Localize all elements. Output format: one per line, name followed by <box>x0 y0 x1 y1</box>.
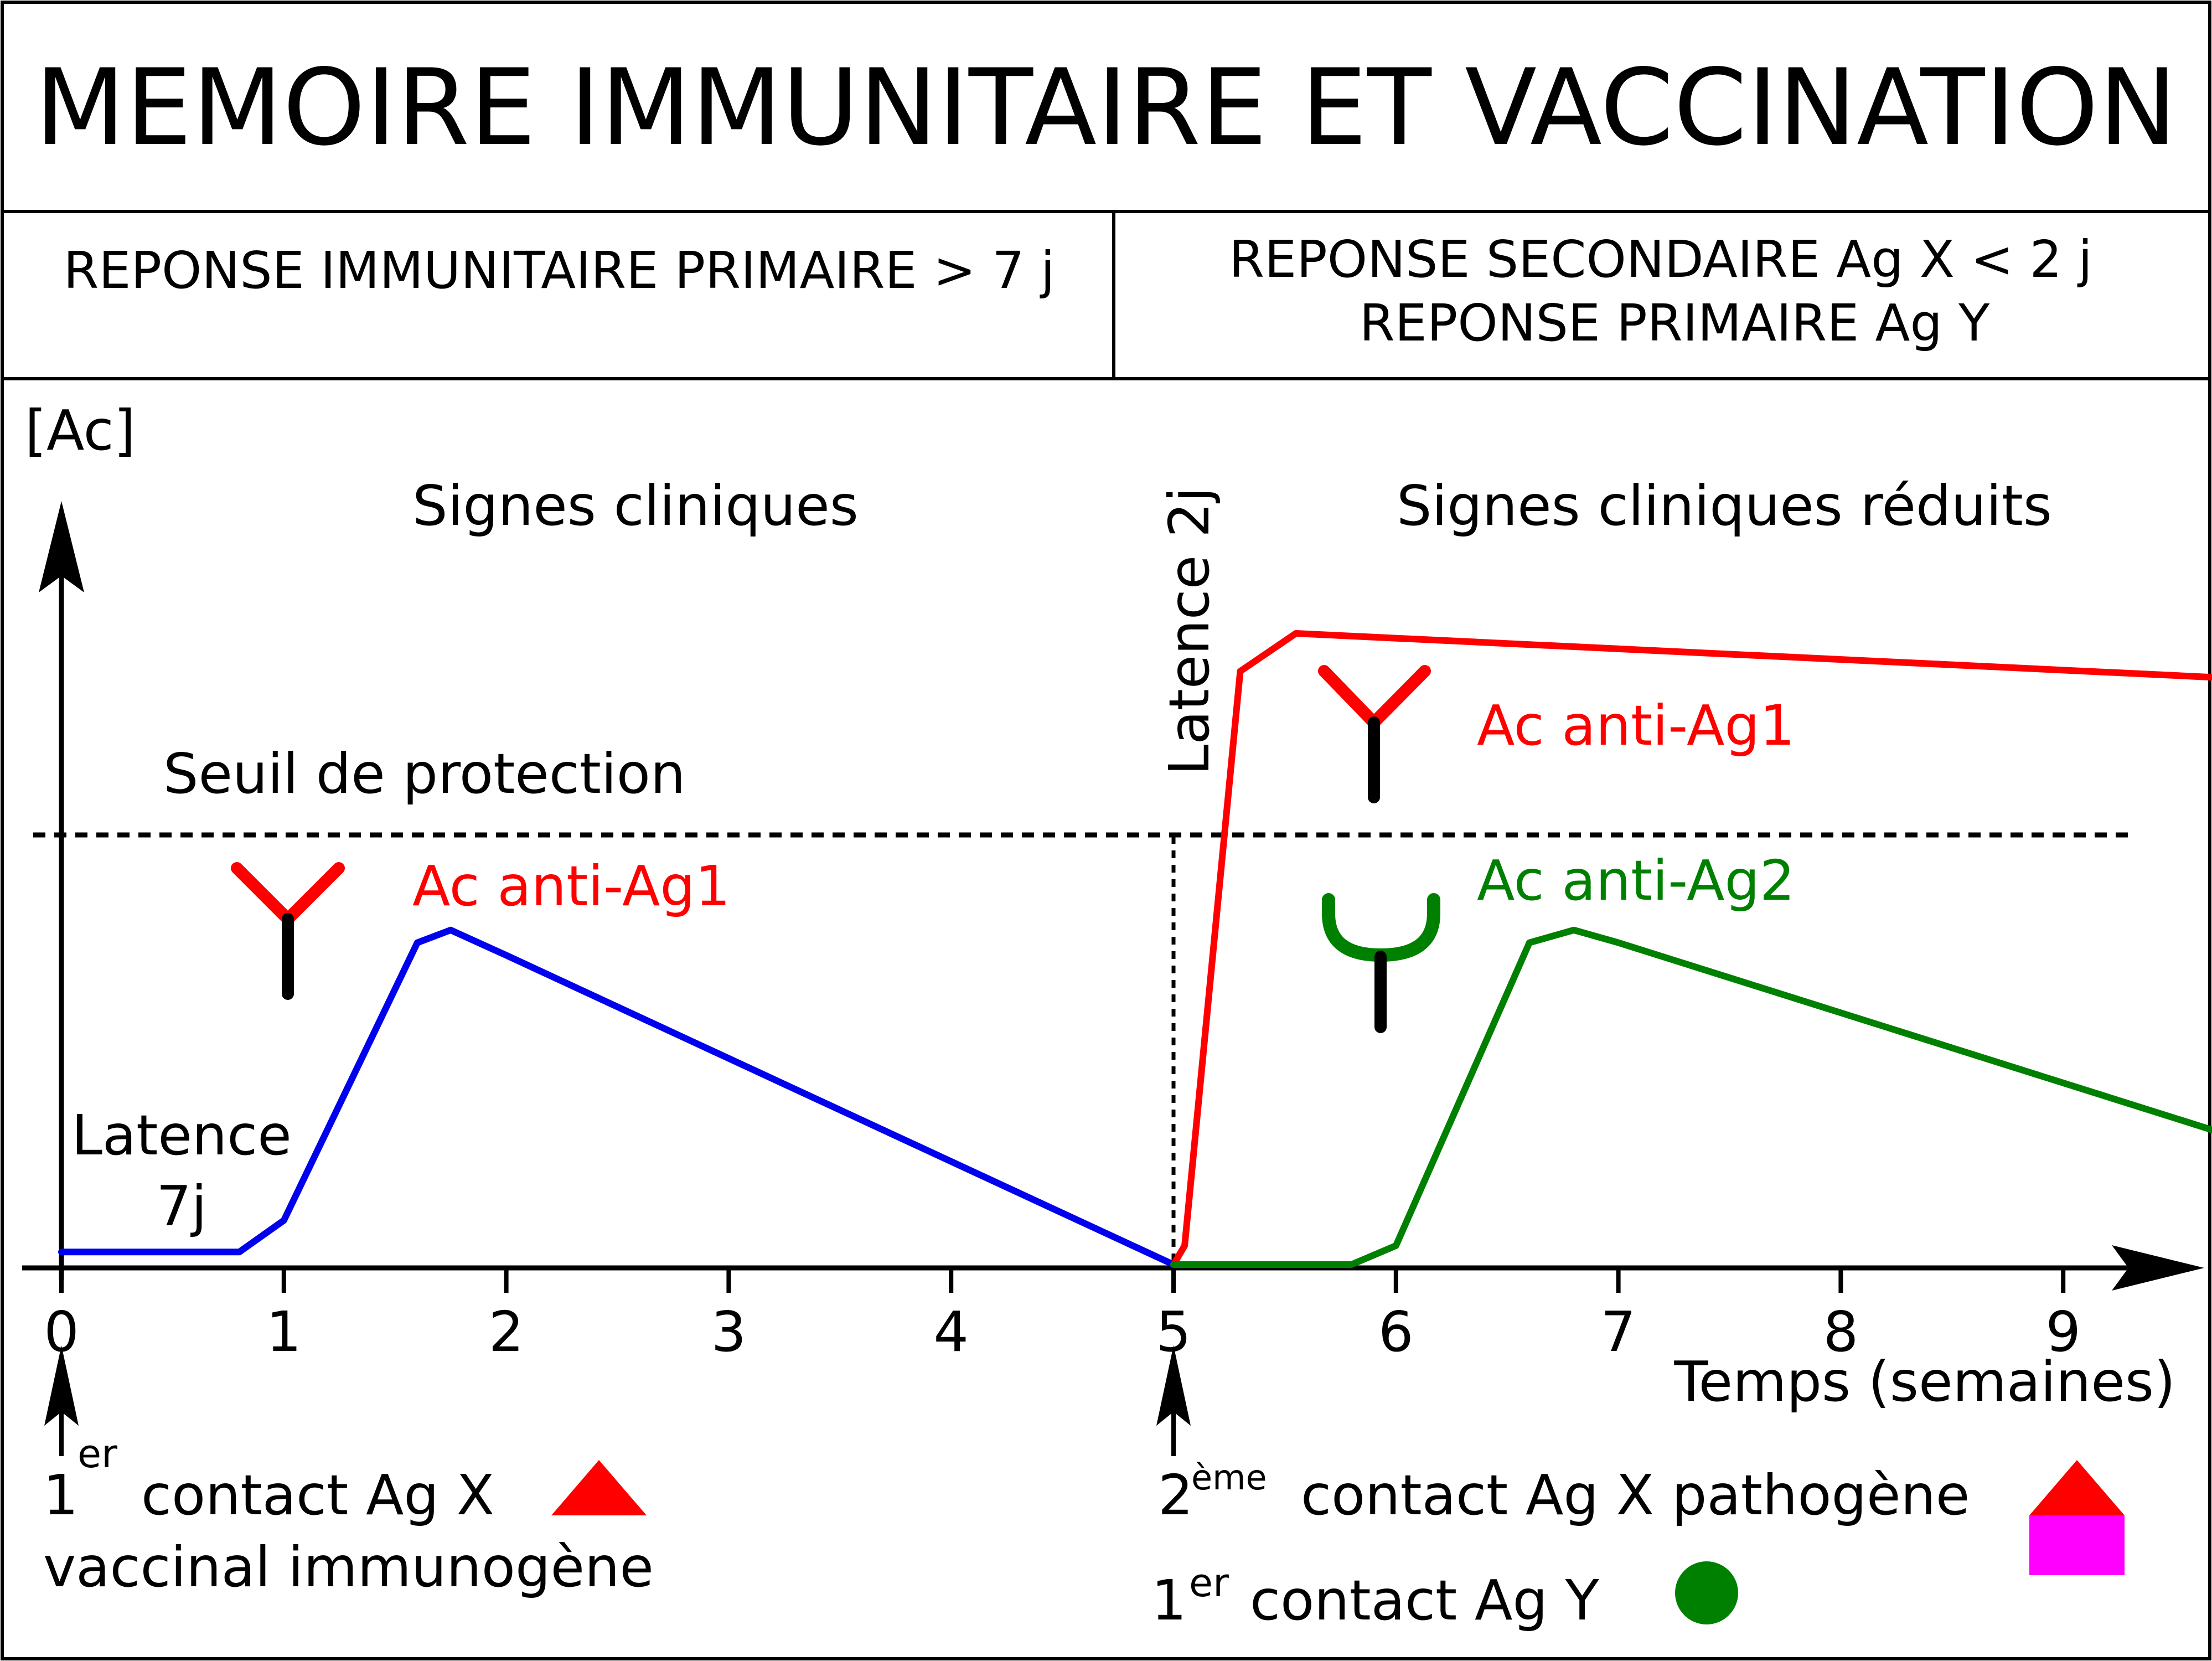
header-right-line1: REPONSE SECONDAIRE Ag X < 2 j <box>1229 230 2092 289</box>
x-tick-label: 1 <box>266 1299 302 1364</box>
first-contact-text: contact Ag X <box>141 1463 494 1528</box>
header-right-line2: REPONSE PRIMAIRE Ag Y <box>1360 293 1990 353</box>
x-axis-label: Temps (semaines) <box>1673 1349 2175 1414</box>
ac-anti-ag1-secondary-label: Ac anti-Ag1 <box>1477 693 1795 758</box>
first-contact-number: 1 <box>43 1463 79 1528</box>
curve-series-1 <box>58 926 1177 1268</box>
ac-anti-ag1-primary-label: Ac anti-Ag1 <box>412 854 730 919</box>
curve-series-3 <box>1170 926 2212 1268</box>
x-axis-arrowhead <box>2112 1245 2204 1291</box>
first-contact-arrowhead <box>44 1345 79 1426</box>
antibody-ag1-secondary-icon <box>1318 665 1431 803</box>
pathogen-ag-x-icon <box>2029 1460 2125 1575</box>
second-contact-arrowhead <box>1156 1345 1191 1426</box>
x-tick-label: 6 <box>1378 1299 1414 1364</box>
antibody-ag1-primary-icon <box>231 862 345 1000</box>
antibody-ag2-icon <box>1322 893 1440 1033</box>
first-contact-line2: vaccinal immunogène <box>43 1535 654 1600</box>
header-left-label: REPONSE IMMUNITAIRE PRIMAIRE > 7 j <box>63 241 1055 300</box>
y-axis-label: [Ac] <box>25 398 136 463</box>
page-title: MEMOIRE IMMUNITAIRE ET VACCINATION <box>35 47 2177 169</box>
x-tick-label: 2 <box>489 1299 524 1364</box>
second-contact-text: contact Ag X pathogène <box>1301 1463 1970 1528</box>
x-tick-label: 8 <box>1823 1299 1859 1364</box>
protection-threshold-label: Seuil de protection <box>163 741 685 806</box>
reduced-clinical-signs-label: Signes cliniques réduits <box>1397 473 2052 538</box>
third-contact-superscript: er <box>1189 1560 1229 1606</box>
first-contact-superscript: er <box>77 1431 117 1477</box>
second-contact-superscript: ème <box>1191 1457 1267 1498</box>
x-tick-label: 4 <box>933 1299 969 1364</box>
latency-7j-label-line2: 7j <box>156 1174 206 1239</box>
ag-y-circle-icon <box>1675 1561 1738 1624</box>
x-tick-label: 9 <box>2045 1299 2081 1364</box>
third-contact-number: 1 <box>1151 1568 1187 1633</box>
ag-x-triangle-icon <box>551 1460 647 1515</box>
x-tick-label: 3 <box>711 1299 747 1364</box>
x-tick-label: 7 <box>1601 1299 1636 1364</box>
second-contact-number: 2 <box>1158 1463 1193 1528</box>
antibody-curves <box>58 630 2212 1268</box>
latency-7j-label-line1: Latence <box>71 1103 292 1168</box>
y-axis-arrowhead <box>39 501 84 592</box>
clinical-signs-label: Signes cliniques <box>412 473 859 538</box>
curve-series-2 <box>1170 630 2212 1268</box>
ac-anti-ag2-label: Ac anti-Ag2 <box>1477 848 1795 913</box>
latency-2j-label: Latence 2j <box>1157 487 1222 776</box>
third-contact-text: contact Ag Y <box>1250 1568 1600 1633</box>
